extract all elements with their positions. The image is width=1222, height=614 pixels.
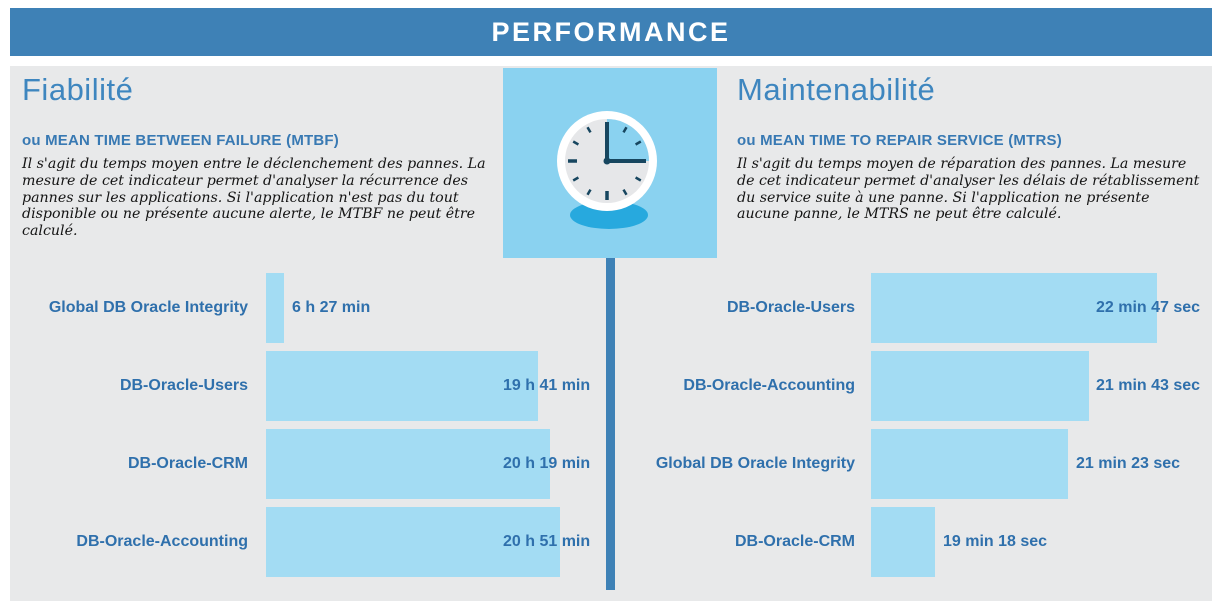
bar	[266, 351, 538, 421]
bar	[871, 429, 1068, 499]
maintenabilite-title: Maintenabilité	[737, 72, 936, 107]
bar	[266, 429, 550, 499]
bar-row: Global DB Oracle Integrity 21 min 23 sec	[620, 429, 1212, 499]
mtbf-description: Il s'agit du temps moyen entre le déclen…	[22, 156, 486, 239]
clock-icon	[557, 111, 657, 229]
bar-category-label: DB-Oracle-Users	[119, 377, 248, 395]
main-panel: Fiabilité ou MEAN TIME BETWEEN FAILURE (…	[10, 66, 1212, 601]
bar-row: DB-Oracle-CRM 19 min 18 sec	[620, 507, 1212, 577]
bar-track: 19 h 41 min	[266, 351, 596, 421]
mtrs-subtitle: ou MEAN TIME TO REPAIR SERVICE (MTRS)	[737, 132, 1062, 149]
mtbf-subtitle: ou MEAN TIME BETWEEN FAILURE (MTBF)	[22, 132, 339, 149]
bar-value-label: 22 min 47 sec	[1096, 299, 1201, 316]
page-title: PERFORMANCE	[491, 16, 731, 47]
vertical-divider	[606, 258, 615, 590]
bar-track: 19 min 18 sec	[871, 507, 1212, 577]
bar-row: DB-Oracle-CRM 20 h 19 min	[10, 429, 596, 499]
mtbf-bar-chart: Global DB Oracle Integrity 6 h 27 min DB-O…	[10, 273, 596, 585]
bar	[266, 507, 560, 577]
section-fiabilite: Fiabilité ou MEAN TIME BETWEEN FAILURE (…	[22, 72, 502, 240]
mtrs-description: Il s'agit du temps moyen de réparation d…	[737, 156, 1200, 223]
bar-row: DB-Oracle-Users 22 min 47 sec	[620, 273, 1212, 343]
bar-category-label: DB-Oracle-Accounting	[76, 533, 248, 551]
bar-row: DB-Oracle-Accounting 20 h 51 min	[10, 507, 596, 577]
bar-value-label: 19 min 18 sec	[943, 533, 1048, 550]
fiabilite-title: Fiabilité	[22, 72, 134, 107]
bar	[266, 273, 284, 343]
bar-category-label: DB-Oracle-Accounting	[683, 377, 855, 395]
bar-value-label: 20 h 51 min	[503, 533, 591, 550]
bar	[871, 507, 935, 577]
bar-track: 21 min 23 sec	[871, 429, 1212, 499]
bar-row: Global DB Oracle Integrity 6 h 27 min	[10, 273, 596, 343]
section-maintenabilite: Maintenabilité ou MEAN TIME TO REPAIR SE…	[737, 72, 1205, 223]
bar-value-label: 21 min 43 sec	[1096, 377, 1201, 394]
bar-category-label: Global DB Oracle Integrity	[48, 299, 248, 317]
mtrs-bar-chart: DB-Oracle-Users 22 min 47 sec DB-Oracle-Ac…	[620, 273, 1212, 585]
bar-row: DB-Oracle-Users 19 h 41 min	[10, 351, 596, 421]
bar-value-label: 19 h 41 min	[503, 377, 591, 394]
bar-category-label: DB-Oracle-Users	[726, 299, 855, 317]
bar-track: 20 h 51 min	[266, 507, 596, 577]
bar-track: 6 h 27 min	[266, 273, 596, 343]
bar-category-label: DB-Oracle-CRM	[734, 533, 855, 551]
bar-value-label: 21 min 23 sec	[1076, 455, 1181, 472]
clock-card	[503, 68, 717, 258]
bar-row: DB-Oracle-Accounting 21 min 43 sec	[620, 351, 1212, 421]
bar	[871, 273, 1157, 343]
bar-track: 21 min 43 sec	[871, 351, 1212, 421]
bar-category-label: Global DB Oracle Integrity	[655, 455, 855, 473]
header-bar: PERFORMANCE	[10, 8, 1212, 56]
bar	[871, 351, 1089, 421]
bar-value-label: 6 h 27 min	[292, 299, 371, 316]
bar-track: 20 h 19 min	[266, 429, 596, 499]
bar-value-label: 20 h 19 min	[503, 455, 591, 472]
bar-track: 22 min 47 sec	[871, 273, 1212, 343]
bar-category-label: DB-Oracle-CRM	[127, 455, 248, 473]
